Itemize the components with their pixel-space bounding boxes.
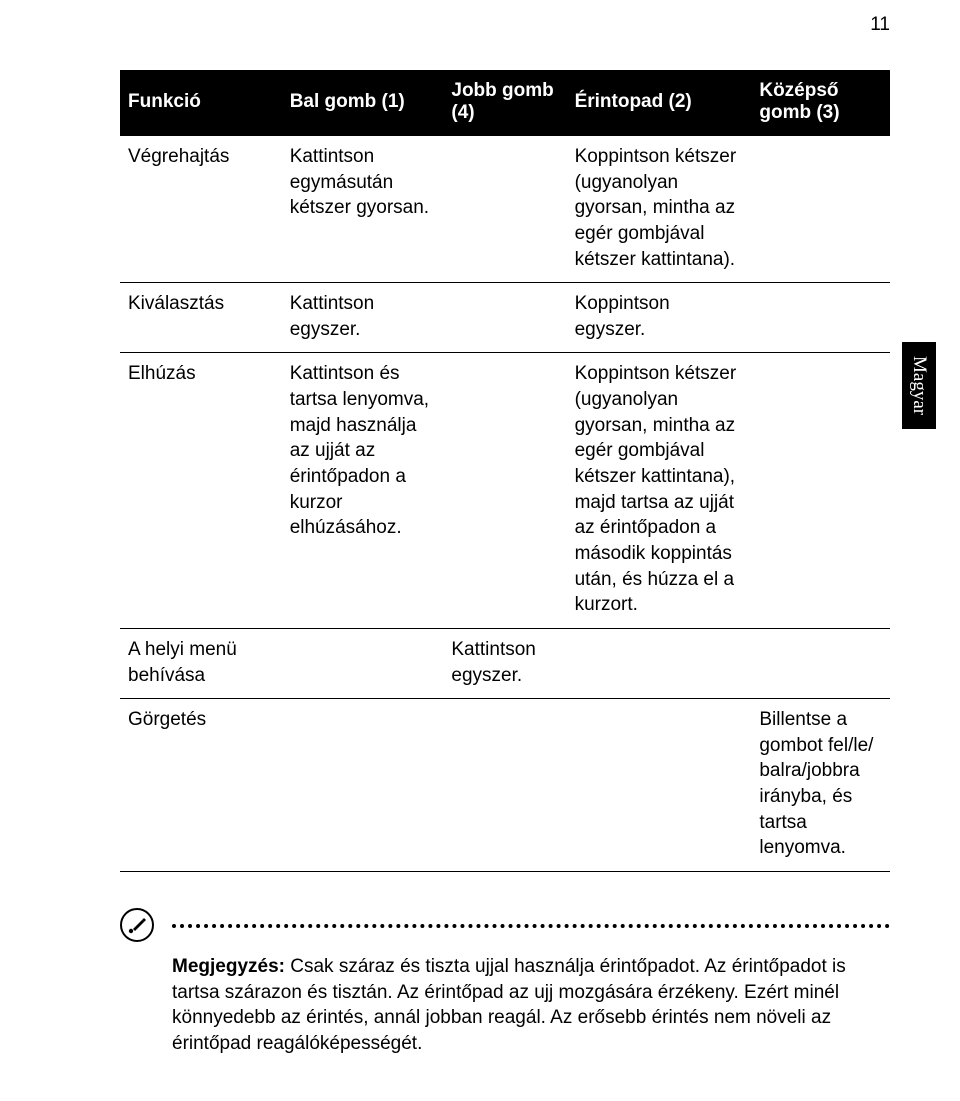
table-cell <box>282 699 444 872</box>
table-cell <box>751 135 890 283</box>
language-tab: Magyar <box>902 342 936 429</box>
table-cell <box>567 628 752 698</box>
table-cell <box>443 283 566 353</box>
table-cell <box>282 628 444 698</box>
table-cell: Kattintson egyszer. <box>282 283 444 353</box>
note-text: Megjegyzés: Csak száraz és tiszta ujjal … <box>120 954 890 1057</box>
note-header-row <box>120 908 890 942</box>
table-cell <box>567 699 752 872</box>
column-header: Középső gomb (3) <box>751 70 890 135</box>
table-row: Végrehajtás Kattintson egymásután kétsze… <box>120 135 890 283</box>
table-cell <box>443 353 566 628</box>
table-cell <box>751 353 890 628</box>
table-row: Elhúzás Kattintson és tartsa lenyomva, m… <box>120 353 890 628</box>
note-block: Megjegyzés: Csak száraz és tiszta ujjal … <box>120 908 890 1057</box>
table-header-row: Funkció Bal gomb (1) Jobb gomb (4) Érint… <box>120 70 890 135</box>
table-cell: Koppintson egyszer. <box>567 283 752 353</box>
table-cell: Kiválasztás <box>120 283 282 353</box>
function-table: Funkció Bal gomb (1) Jobb gomb (4) Érint… <box>120 70 890 872</box>
table-cell <box>751 283 890 353</box>
table-cell: Koppintson kétszer (ugyanolyan gyorsan, … <box>567 353 752 628</box>
table-cell <box>751 628 890 698</box>
table-cell <box>443 699 566 872</box>
table-cell: Kattintson egymásután kétszer gyorsan. <box>282 135 444 283</box>
note-divider <box>172 924 890 928</box>
table-row: Kiválasztás Kattintson egyszer. Koppints… <box>120 283 890 353</box>
table-row: A helyi menü behívása Kattintson egyszer… <box>120 628 890 698</box>
table-cell: Végrehajtás <box>120 135 282 283</box>
table-cell: Elhúzás <box>120 353 282 628</box>
column-header: Érintopad (2) <box>567 70 752 135</box>
column-header: Bal gomb (1) <box>282 70 444 135</box>
page-number: 11 <box>870 14 890 36</box>
table-cell: Billentse a gombot fel/le/ balra/jobbra … <box>751 699 890 872</box>
table-cell: A helyi menü behívása <box>120 628 282 698</box>
table-row: Görgetés Billentse a gombot fel/le/ balr… <box>120 699 890 872</box>
pen-note-icon <box>120 908 154 942</box>
table-cell: Görgetés <box>120 699 282 872</box>
table-cell <box>443 135 566 283</box>
note-label: Megjegyzés: <box>172 956 285 977</box>
table-cell: Kattintson és tartsa lenyomva, majd hasz… <box>282 353 444 628</box>
document-page: 11 Magyar Funkció Bal gomb (1) Jobb gomb… <box>0 0 960 1097</box>
table-cell: Koppintson kétszer (ugyanolyan gyorsan, … <box>567 135 752 283</box>
column-header: Funkció <box>120 70 282 135</box>
column-header: Jobb gomb (4) <box>443 70 566 135</box>
table-cell: Kattintson egyszer. <box>443 628 566 698</box>
